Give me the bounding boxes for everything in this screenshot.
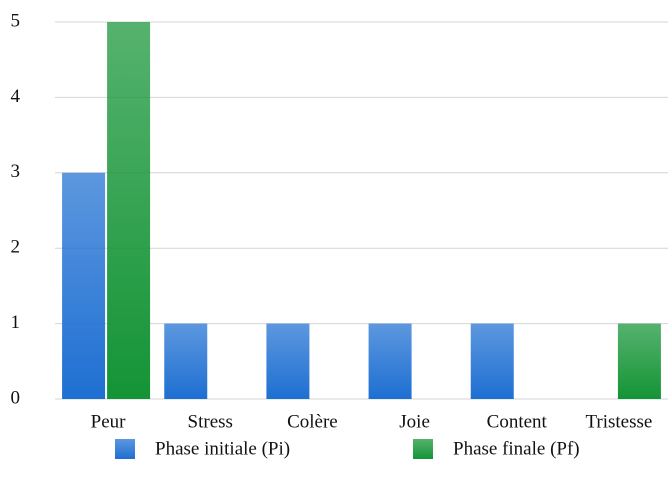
y-tick-label: 0 [11, 387, 21, 408]
y-tick-label: 4 [11, 86, 21, 107]
x-tick-label: Content [487, 411, 548, 432]
bar [164, 323, 208, 399]
legend-label: Phase finale (Pf) [453, 438, 580, 459]
legend-label: Phase initiale (Pi) [155, 438, 290, 459]
y-tick-label: 3 [11, 161, 21, 182]
bar [107, 22, 151, 399]
y-tick-label: 1 [11, 312, 21, 333]
bar [617, 323, 661, 399]
legend-swatch [413, 439, 433, 459]
bar [470, 323, 514, 399]
y-tick-label: 5 [11, 10, 21, 31]
y-tick-label: 2 [11, 237, 21, 258]
bar [368, 323, 412, 399]
bar [266, 323, 310, 399]
x-tick-label: Peur [91, 411, 127, 432]
x-tick-label: Stress [188, 411, 233, 432]
x-tick-label: Colère [287, 411, 338, 432]
legend-swatch [115, 439, 135, 459]
x-tick-label: Tristesse [585, 411, 652, 432]
x-tick-label: Joie [399, 411, 430, 432]
bar [62, 172, 106, 399]
